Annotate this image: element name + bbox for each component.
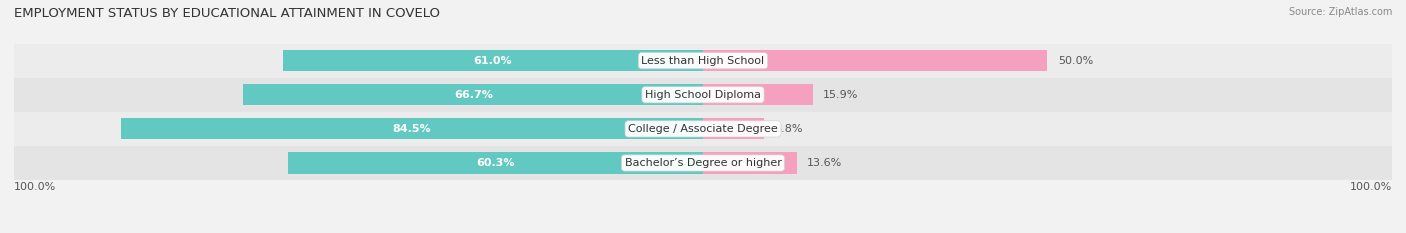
Text: 13.6%: 13.6% — [807, 158, 842, 168]
Text: 15.9%: 15.9% — [823, 90, 858, 100]
Bar — [703, 152, 797, 174]
Bar — [14, 112, 1392, 146]
Text: 60.3%: 60.3% — [477, 158, 515, 168]
Bar — [14, 44, 1392, 78]
Text: EMPLOYMENT STATUS BY EDUCATIONAL ATTAINMENT IN COVELO: EMPLOYMENT STATUS BY EDUCATIONAL ATTAINM… — [14, 7, 440, 20]
Bar — [121, 118, 703, 140]
Text: 61.0%: 61.0% — [474, 56, 512, 66]
Text: Source: ZipAtlas.com: Source: ZipAtlas.com — [1288, 7, 1392, 17]
Bar — [243, 84, 703, 105]
Text: 50.0%: 50.0% — [1057, 56, 1092, 66]
Bar — [14, 78, 1392, 112]
Text: 8.8%: 8.8% — [773, 124, 803, 134]
Text: 100.0%: 100.0% — [1350, 182, 1392, 192]
Text: Less than High School: Less than High School — [641, 56, 765, 66]
Bar — [703, 118, 763, 140]
Text: College / Associate Degree: College / Associate Degree — [628, 124, 778, 134]
Bar — [703, 84, 813, 105]
Bar — [288, 152, 703, 174]
Text: High School Diploma: High School Diploma — [645, 90, 761, 100]
Text: 84.5%: 84.5% — [392, 124, 432, 134]
Text: Bachelor’s Degree or higher: Bachelor’s Degree or higher — [624, 158, 782, 168]
Text: 66.7%: 66.7% — [454, 90, 492, 100]
Bar — [703, 50, 1047, 71]
Bar — [283, 50, 703, 71]
Bar — [14, 146, 1392, 180]
Text: 100.0%: 100.0% — [14, 182, 56, 192]
